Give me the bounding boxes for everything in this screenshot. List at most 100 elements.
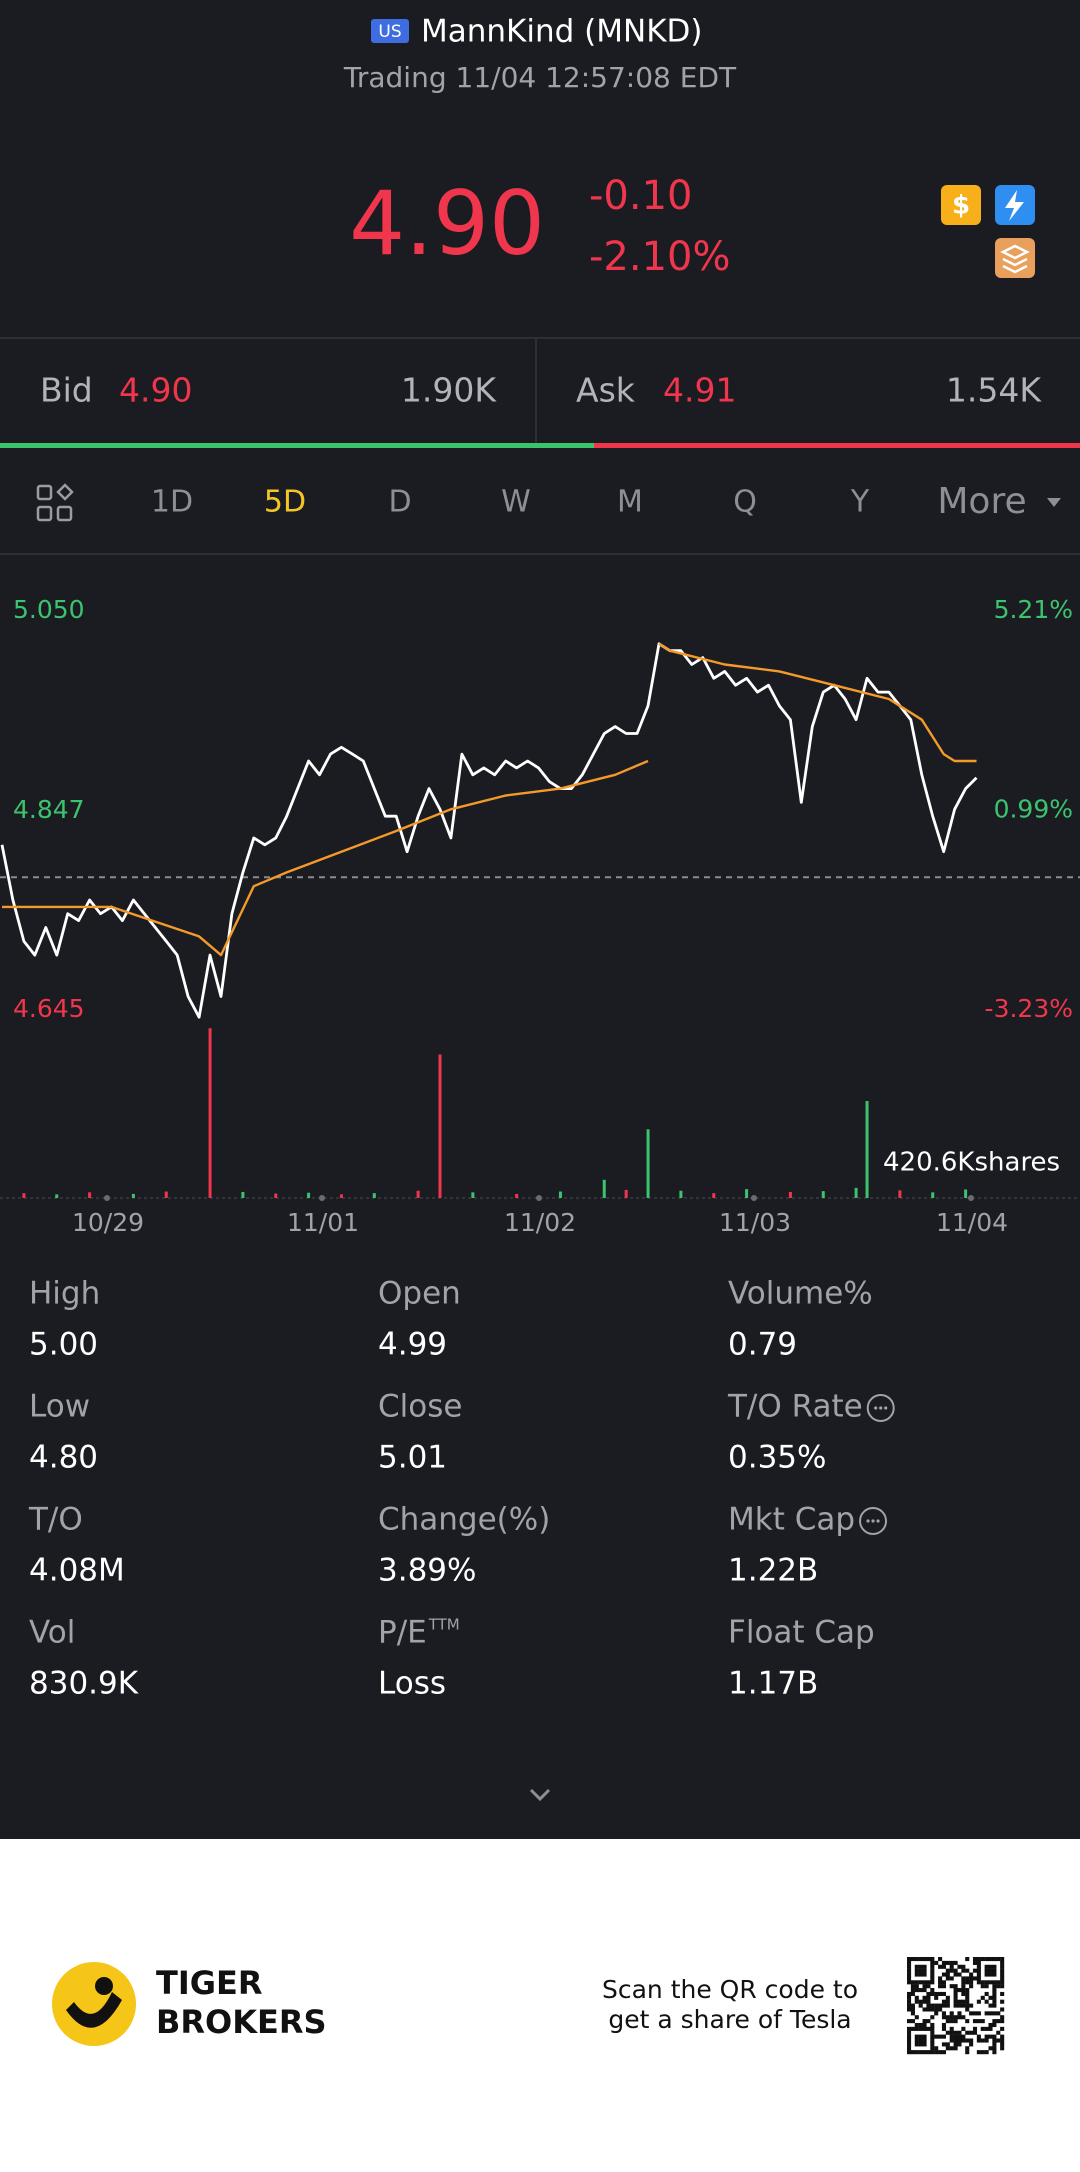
qr-module <box>965 2038 970 2043</box>
qr-module <box>910 2003 915 2008</box>
qr-module <box>1000 2026 1005 2031</box>
qr-module <box>938 2003 943 2008</box>
period-tab[interactable]: Y <box>850 485 870 520</box>
qr-module <box>957 2038 962 2043</box>
icon-diamond <box>56 483 74 501</box>
qr-module <box>972 1960 978 1965</box>
qr-module <box>941 1964 946 1969</box>
qr-module <box>980 2050 985 2055</box>
period-tab[interactable]: 5D <box>264 485 306 520</box>
volume-bar <box>854 1187 858 1198</box>
dollar-icon[interactable] <box>941 185 981 225</box>
price-change-percent: -2.10% <box>589 234 731 280</box>
qr-module <box>910 2007 915 2012</box>
volume-bar <box>964 1189 968 1198</box>
volume-bar <box>339 1194 343 1198</box>
qr-module <box>1000 1980 1005 1985</box>
dropdown-caret[interactable] <box>1047 498 1061 507</box>
qr-module <box>922 2026 927 2031</box>
stat-label-superscript: TTM <box>428 1616 460 1634</box>
day-dot <box>319 1195 325 1201</box>
period-tab[interactable]: M <box>617 485 643 520</box>
qr-module <box>976 1999 981 2004</box>
qr-module <box>938 1991 943 1996</box>
qr-module <box>914 2015 919 2020</box>
qr-module <box>988 2011 993 2016</box>
qr-module <box>988 1968 993 1973</box>
qr-module <box>1000 1968 1005 1973</box>
tiger-logo <box>52 1962 136 2046</box>
volume-bar <box>679 1190 683 1198</box>
stat-value: 4.99 <box>378 1327 447 1363</box>
stat-value: 830.9K <box>29 1666 139 1702</box>
volume-bar <box>558 1191 562 1198</box>
qr-module <box>980 1995 985 2000</box>
info-icon[interactable] <box>866 1394 895 1422</box>
day-dot <box>536 1195 542 1201</box>
qr-module <box>926 2026 931 2031</box>
layout-icon[interactable] <box>36 483 74 522</box>
qr-module <box>953 2038 958 2043</box>
qr-module <box>910 1980 915 1985</box>
qr-module <box>941 1960 946 1965</box>
qr-module <box>941 2050 946 2055</box>
qr-module <box>907 2019 912 2024</box>
qr-module <box>988 2003 993 2008</box>
period-tab[interactable]: W <box>501 485 531 520</box>
expand-chevron[interactable] <box>529 1788 551 1802</box>
period-tab[interactable]: 1D <box>151 485 193 520</box>
qr-module <box>941 2015 946 2020</box>
period-tab[interactable]: More <box>937 481 1026 522</box>
info-dot <box>884 1406 888 1410</box>
last-price: 4.90 <box>349 172 545 275</box>
qr-module <box>938 2007 943 2012</box>
qr-module <box>945 1960 950 1965</box>
qr-module <box>949 1960 954 1965</box>
day-dot <box>104 1195 110 1201</box>
qr-module <box>965 1976 970 1981</box>
qr-module <box>1000 2038 1005 2043</box>
qr-module <box>953 2046 958 2051</box>
qr-module <box>980 1957 985 1962</box>
qr-module <box>976 1960 981 1965</box>
period-tab[interactable]: D <box>388 485 411 520</box>
stat-value: 0.79 <box>728 1327 797 1363</box>
volume-bar <box>712 1193 716 1198</box>
period-tab[interactable]: Q <box>733 485 757 520</box>
qr-module <box>992 2019 997 2024</box>
qr-module <box>918 1957 923 1962</box>
y-tick-label: 4.645 <box>13 994 85 1023</box>
qr-module <box>996 2019 1001 2024</box>
qr-module <box>926 2003 931 2008</box>
info-dot <box>871 1519 875 1523</box>
qr-module <box>969 2042 974 2047</box>
qr-module <box>926 1980 931 1985</box>
qr-module <box>922 1995 927 2000</box>
qr-module <box>984 2026 989 2031</box>
qr-module <box>926 2019 931 2024</box>
qr-module <box>949 1968 954 1973</box>
qr-module <box>972 2030 978 2035</box>
qr-module <box>953 1988 958 1993</box>
qr-module <box>949 1964 954 1969</box>
qr-module <box>953 2030 958 2035</box>
qr-module <box>965 1988 970 1993</box>
qr-module <box>934 2046 939 2051</box>
qr-module <box>945 2003 950 2008</box>
qr-module <box>969 1976 974 1981</box>
qr-module <box>1000 2015 1005 2020</box>
qr-module <box>984 1991 989 1996</box>
info-icon[interactable] <box>859 1507 888 1535</box>
qr-module <box>965 1995 970 2000</box>
qr-module <box>922 2050 927 2055</box>
qr-module <box>930 1980 935 1985</box>
qr-module <box>1000 2007 1005 2012</box>
bid-share-bar <box>0 443 594 448</box>
badge-text: US <box>378 22 401 42</box>
qr-module <box>988 2022 993 2028</box>
qr-module <box>922 1957 927 1962</box>
icon-square <box>36 484 53 501</box>
qr-module <box>996 2030 1001 2035</box>
qr-module <box>1000 1999 1005 2004</box>
qr-module <box>907 2034 912 2039</box>
